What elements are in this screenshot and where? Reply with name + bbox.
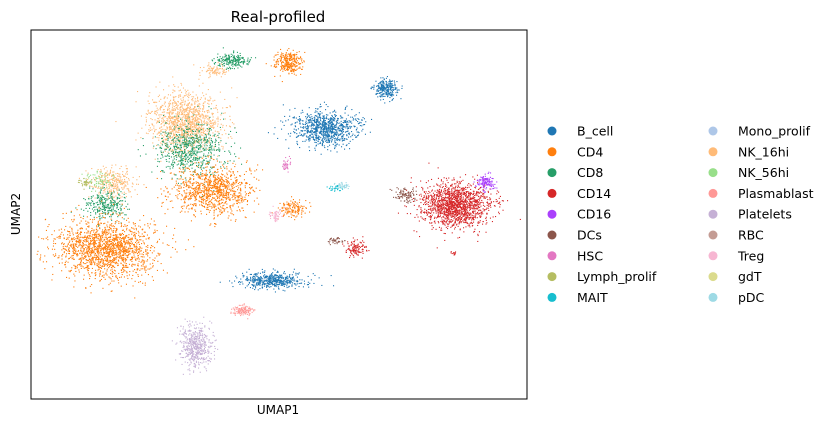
cluster-dcs [327, 237, 346, 246]
legend-marker [708, 188, 718, 198]
legend-label: Treg [737, 248, 764, 263]
legend-marker [708, 230, 718, 240]
legend-marker [708, 292, 718, 302]
legend-entry: MAIT [547, 290, 608, 305]
legend-marker [547, 230, 557, 240]
legend-label: DCs [577, 228, 602, 243]
cluster-treg [268, 205, 286, 223]
legend-label: NK_56hi [738, 165, 789, 180]
legend-marker [708, 209, 718, 219]
cluster-cd16 [473, 171, 498, 193]
legend-entry: gdT [708, 269, 762, 284]
cluster-cd14 [397, 162, 521, 249]
legend-entry: CD16 [547, 207, 611, 222]
legend-label: Lymph_prolif [577, 269, 657, 284]
cluster-cd4 [36, 200, 187, 299]
legend-entry: Mono_prolif [708, 124, 811, 139]
cluster-cd4 [145, 156, 264, 248]
legend-label: CD4 [577, 144, 603, 159]
legend-label: CD14 [577, 186, 611, 201]
legend-label: CD8 [577, 165, 603, 180]
cluster-cd8 [70, 184, 130, 227]
scatter-points [36, 47, 521, 375]
legend-entry: Platelets [708, 207, 792, 222]
legend-marker [547, 209, 557, 219]
cluster-nk_16hi [115, 64, 238, 176]
legend-entry: B_cell [547, 124, 613, 139]
cluster-lymph_prolif [77, 178, 93, 190]
legend-marker [708, 251, 718, 261]
cluster-hsc [282, 155, 292, 173]
legend: B_cell CD4 CD8 CD14 CD16 DCs HSC Lymph_prolif MA… [547, 124, 814, 305]
legend-entry: DCs [547, 228, 602, 243]
legend-marker [547, 147, 557, 157]
cluster-nk_16hi [199, 62, 230, 79]
legend-label: RBC [738, 228, 764, 243]
legend-marker [708, 272, 718, 282]
legend-marker [547, 126, 557, 136]
legend-entry: NK_16hi [708, 144, 789, 159]
cluster-pdc [333, 181, 350, 190]
cluster-cd14 [450, 251, 457, 256]
legend-label: pDC [738, 290, 765, 305]
legend-label: Platelets [738, 207, 792, 222]
legend-marker [547, 272, 557, 282]
legend-marker [708, 168, 718, 178]
legend-label: gdT [738, 269, 762, 284]
cluster-cd4 [271, 196, 312, 221]
legend-entry: RBC [708, 228, 764, 243]
legend-label: Plasmablast [738, 186, 814, 201]
legend-label: MAIT [577, 290, 608, 305]
legend-label: B_cell [577, 124, 613, 139]
legend-entry: CD14 [547, 186, 611, 201]
y-axis-label: UMAP2 [9, 193, 23, 235]
chart-title: Real-profiled [231, 8, 326, 26]
legend-marker [708, 147, 718, 157]
legend-entry: Treg [708, 248, 764, 263]
plot-frame [30, 29, 528, 400]
cluster-b_cell [219, 268, 335, 293]
legend-marker [708, 126, 718, 136]
cluster-platelets [171, 316, 219, 375]
legend-entry: HSC [547, 248, 603, 263]
legend-label: NK_16hi [738, 144, 789, 159]
cluster-b_cell [370, 76, 403, 104]
legend-label: HSC [577, 248, 603, 263]
legend-marker [547, 168, 557, 178]
legend-entry: CD8 [547, 165, 603, 180]
legend-label: Mono_prolif [738, 124, 811, 139]
legend-entry: Lymph_prolif [547, 269, 657, 284]
cluster-cd8 [137, 106, 243, 197]
legend-label: CD16 [577, 207, 611, 222]
legend-marker [547, 188, 557, 198]
legend-entry: CD4 [547, 144, 603, 159]
cluster-b_cell [267, 101, 373, 155]
legend-entry: NK_56hi [708, 165, 789, 180]
legend-entry: Plasmablast [708, 186, 814, 201]
cluster-cd4 [265, 48, 306, 83]
legend-entry: pDC [708, 290, 765, 305]
cluster-dcs [389, 187, 418, 204]
cluster-cd14 [342, 236, 370, 259]
cluster-plasmablast [230, 303, 256, 320]
legend-marker [547, 251, 557, 261]
legend-marker [547, 292, 557, 302]
cluster-cd8 [211, 47, 257, 70]
x-axis-label: UMAP1 [257, 403, 299, 417]
